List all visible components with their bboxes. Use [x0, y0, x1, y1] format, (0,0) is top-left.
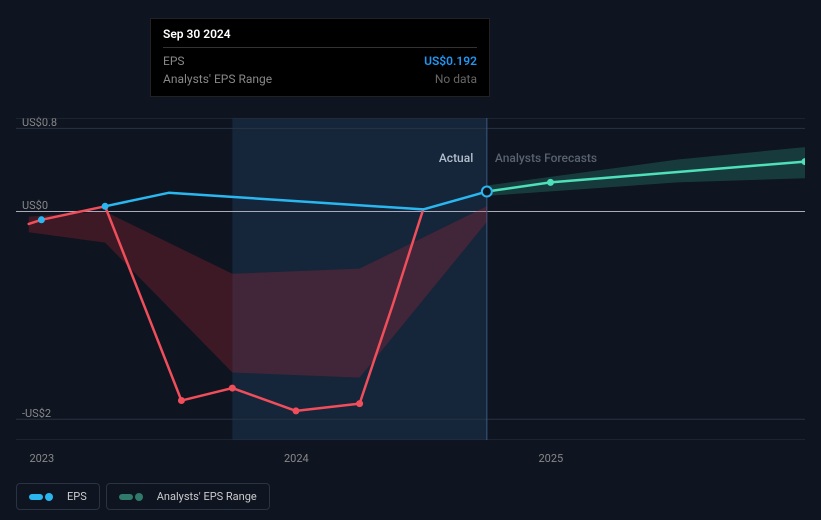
chart-tooltip: Sep 30 2024 EPS US$0.192 Analysts' EPS Ran…	[150, 18, 490, 97]
tooltip-row-label: Analysts' EPS Range	[163, 72, 272, 86]
tooltip-row-value: US$0.192	[424, 54, 477, 68]
x-axis-label: 2023	[29, 452, 54, 465]
legend-label: EPS	[67, 490, 87, 503]
legend-label: Analysts' EPS Range	[157, 490, 257, 503]
tooltip-row-label: EPS	[163, 54, 185, 68]
legend-marker-icon	[119, 494, 133, 500]
tooltip-row: Analysts' EPS Range No data	[163, 70, 477, 88]
legend-item[interactable]: Analysts' EPS Range	[106, 483, 270, 510]
legend-marker-icon	[29, 494, 43, 500]
chart-legend: EPS Analysts' EPS Range	[16, 483, 270, 510]
x-axis-label: 2024	[284, 452, 309, 465]
x-axis-label: 2025	[538, 452, 563, 465]
tooltip-date: Sep 30 2024	[163, 27, 477, 48]
tooltip-row-value: No data	[435, 72, 477, 86]
tooltip-row: EPS US$0.192	[163, 52, 477, 70]
legend-item[interactable]: EPS	[16, 483, 100, 510]
eps-chart[interactable]	[16, 118, 805, 440]
